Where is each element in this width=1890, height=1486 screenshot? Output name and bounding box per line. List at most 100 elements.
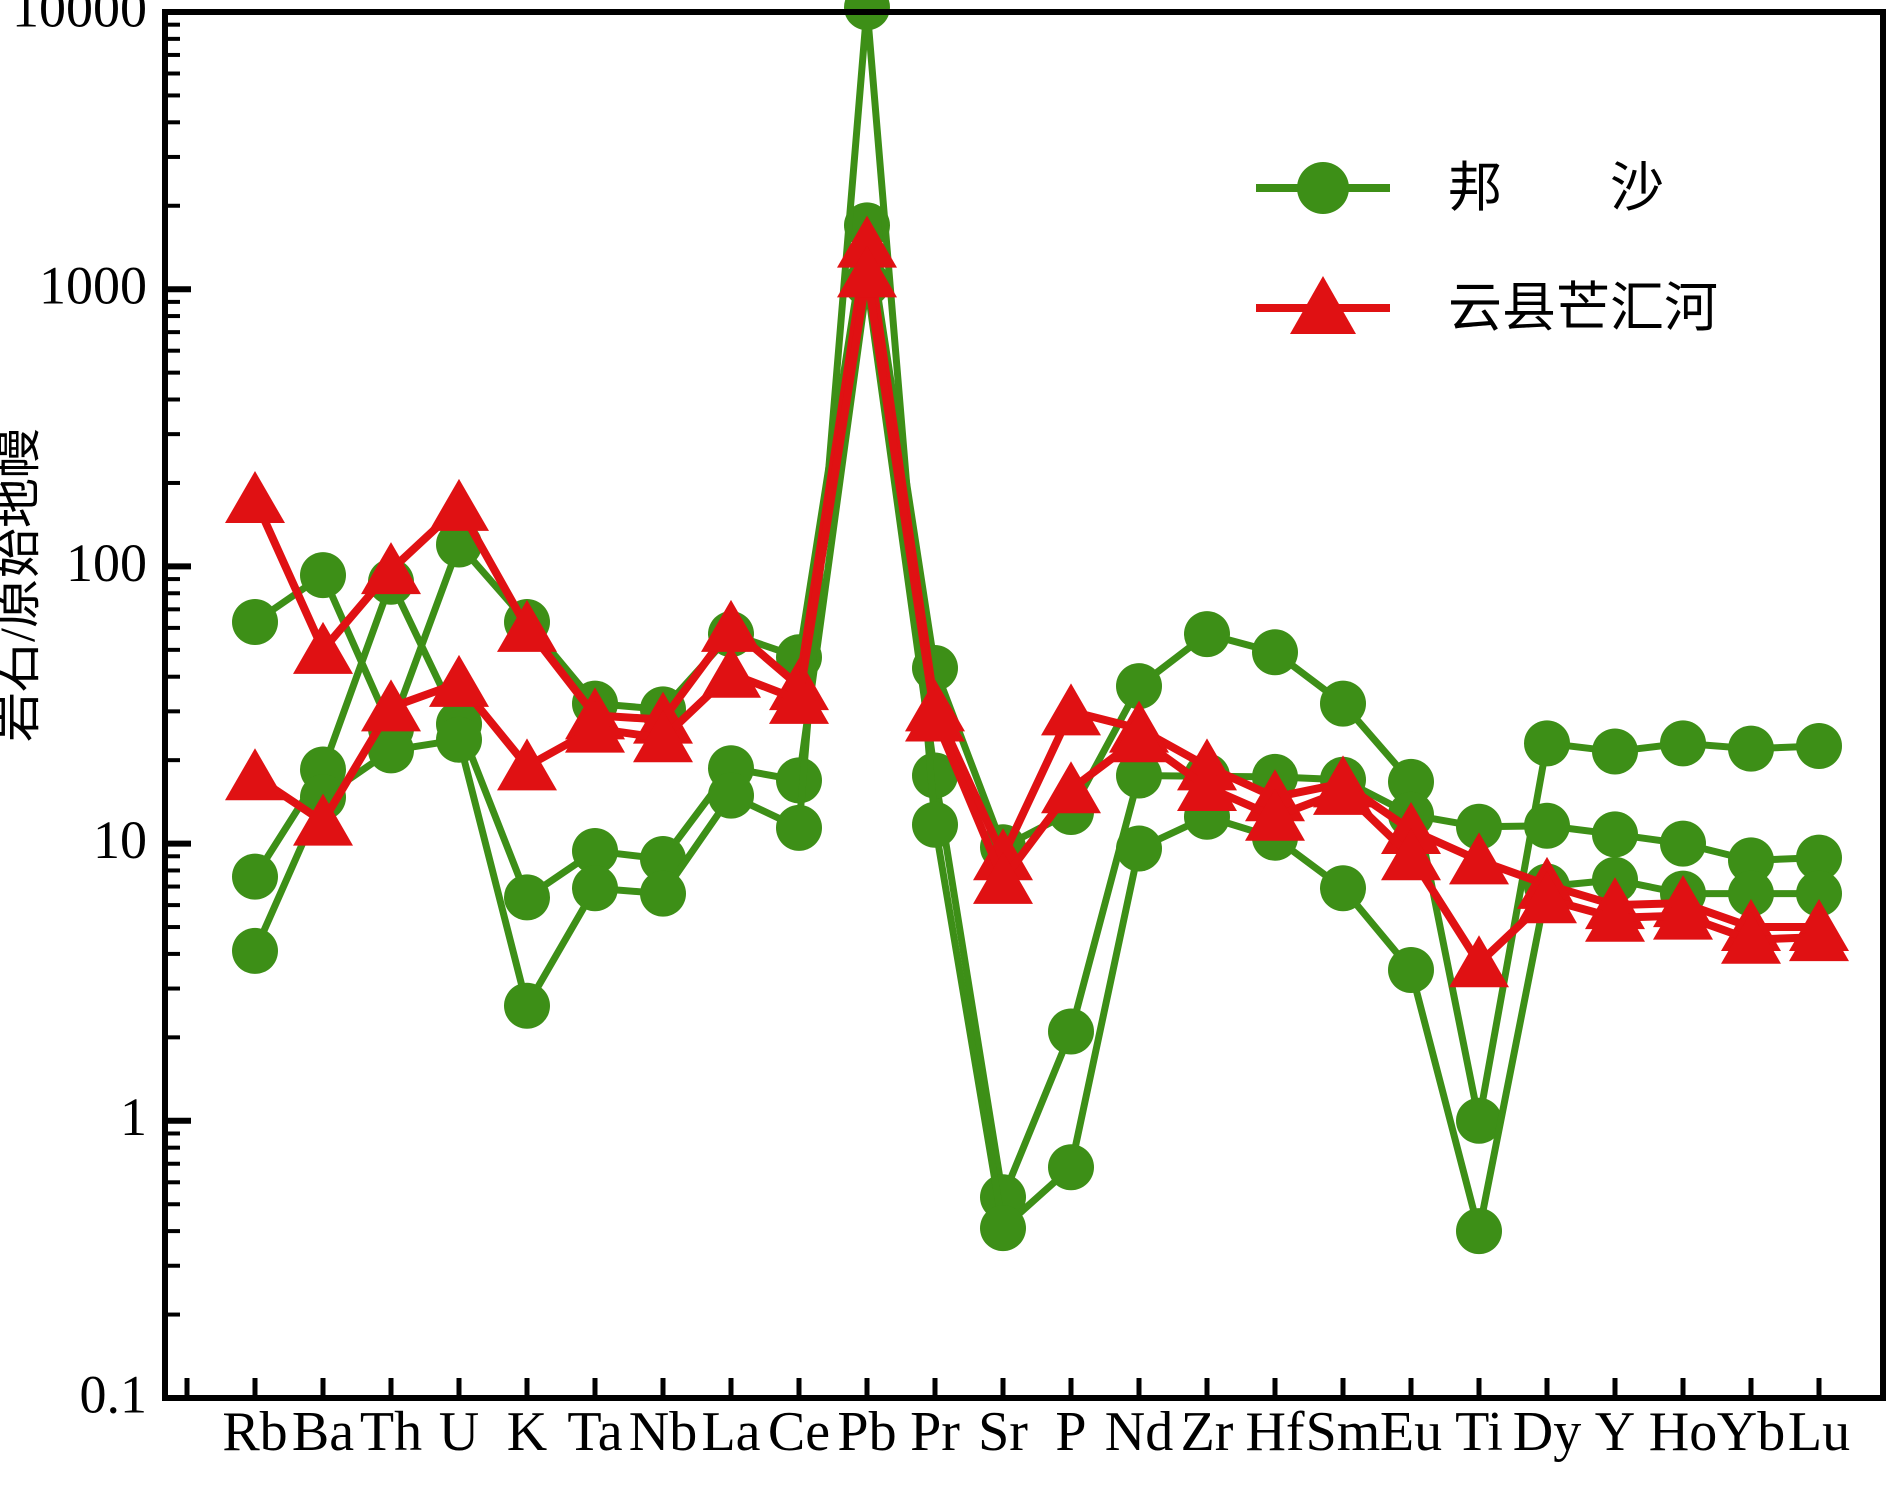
data-point-circle-邦沙-2-Nb: [640, 835, 686, 882]
data-point-circle-邦沙-3-K: [504, 982, 550, 1029]
x-tick-label: Yb: [1717, 1401, 1785, 1463]
data-point-circle-邦沙-2-Y: [1592, 811, 1638, 858]
legend-label: 邦 沙: [1448, 158, 1664, 218]
y-tick-label: 10: [93, 810, 147, 870]
data-point-triangle-云县芒汇河-2-Sr: [973, 851, 1033, 904]
data-point-triangle-云县芒汇河-2-Ta: [565, 700, 625, 753]
data-point-triangle-云县芒汇河-2-Ba: [293, 793, 353, 846]
data-point-triangle-云县芒汇河-2-Lu: [1789, 909, 1849, 962]
data-point-triangle-云县芒汇河-2-K: [497, 738, 557, 791]
data-point-circle-邦沙-1-Rb: [232, 599, 278, 646]
data-point-triangle-云县芒汇河-2-Pr: [905, 689, 965, 742]
data-point-circle-邦沙-2-Dy: [1524, 802, 1570, 849]
x-tick-label: Hf: [1245, 1401, 1304, 1463]
x-tick-label: Lu: [1788, 1401, 1850, 1463]
x-tick-label: U: [439, 1401, 479, 1463]
x-tick-label: Y: [1595, 1401, 1635, 1463]
x-tick-label: Dy: [1513, 1401, 1581, 1463]
data-point-triangle-云县芒汇河-2-Nd: [1109, 710, 1169, 763]
data-point-triangle-云县芒汇河-2-Hf: [1245, 788, 1305, 841]
series-line-邦沙-1: [253, 221, 1820, 1125]
x-tick-label: K: [507, 1401, 547, 1463]
data-point-circle-邦沙-3-Yb: [1728, 870, 1774, 917]
data-point-triangle-云县芒汇河-2-Ho: [1653, 887, 1713, 940]
data-point-circle-邦沙-1-Ti: [1456, 1097, 1502, 1144]
x-tick-label: Zr: [1181, 1401, 1234, 1463]
data-point-circle-邦沙-1-Sm: [1320, 680, 1366, 727]
data-point-circle-邦沙-2-K: [504, 874, 550, 921]
data-point-circle-邦沙-1-Yb: [1728, 725, 1774, 772]
data-point-triangle-云县芒汇河-2-Eu: [1381, 828, 1441, 881]
data-point-circle-邦沙-3-Ce: [776, 804, 822, 851]
data-point-circle-邦沙-3-Pb: [844, 0, 890, 31]
data-point-circle-邦沙-3-Ti: [1456, 1208, 1502, 1255]
data-point-triangle-云县芒汇河-1-U: [429, 478, 489, 531]
x-tick-label: Pr: [910, 1401, 960, 1463]
x-tick-label: Eu: [1380, 1401, 1442, 1463]
y-tick-label: 100: [66, 533, 147, 593]
data-point-triangle-云县芒汇河-1-La: [701, 599, 761, 652]
data-point-triangle-云县芒汇河-2-Ti: [1449, 935, 1509, 988]
data-point-circle-邦沙-2-Lu: [1796, 834, 1842, 881]
data-point-circle-邦沙-2-Nd: [1116, 752, 1162, 799]
data-point-circle-邦沙-2-Ta: [572, 828, 618, 875]
series-line-邦沙-2: [252, 279, 1820, 1201]
data-point-circle-邦沙-2-Yb: [1728, 837, 1774, 884]
data-point-triangle-云县芒汇河-2-Ce: [769, 671, 829, 724]
x-tick-label: Ti: [1455, 1401, 1503, 1463]
x-tick-label: Nb: [629, 1401, 697, 1463]
y-tick-label: 1: [120, 1087, 147, 1147]
data-point-triangle-云县芒汇河-2-Nb: [633, 710, 693, 763]
legend-item-bangsha: 邦 沙: [1256, 158, 1664, 218]
data-point-circle-邦沙-1-Dy: [1524, 720, 1570, 767]
data-point-triangle-云县芒汇河-1-Ba: [293, 621, 353, 674]
data-point-triangle-云县芒汇河-1-K: [497, 599, 557, 652]
data-point-circle-邦沙-1-Lu: [1796, 722, 1842, 769]
data-point-circle-邦沙-2-Rb: [232, 853, 278, 900]
data-point-triangle-云县芒汇河-2-Pb: [837, 245, 897, 298]
data-point-circle-邦沙-3-Rb: [232, 927, 278, 974]
data-point-circle-邦沙-3-Sr: [980, 1205, 1026, 1252]
x-tick-label: Rb: [222, 1401, 287, 1463]
x-tick-label: Ba: [292, 1401, 354, 1463]
data-point-circle-邦沙-2-P: [1048, 1008, 1094, 1055]
data-point-triangle-云县芒汇河-2-Sm: [1313, 762, 1373, 815]
data-point-triangle-云县芒汇河-2-Th: [361, 679, 421, 732]
data-point-circle-邦沙-1-Eu: [1388, 758, 1434, 805]
data-point-circle-邦沙-3-P: [1048, 1144, 1094, 1191]
data-point-triangle-云县芒汇河-2-La: [701, 645, 761, 698]
x-tick-label: Ce: [768, 1401, 830, 1463]
legend-label: 云县芒汇河: [1448, 278, 1718, 338]
legend-marker-triangle-icon: [1290, 276, 1356, 334]
y-axis-title: 岩石/原始地幔: [0, 428, 45, 742]
plot-frame: [162, 9, 1886, 1401]
data-point-circle-邦沙-3-Eu: [1388, 946, 1434, 993]
data-point-circle-邦沙-3-Nb: [640, 870, 686, 917]
y-tick-label: 10000: [12, 0, 147, 38]
series-line-云县芒汇河-1: [251, 239, 1819, 932]
data-point-triangle-云县芒汇河-1-Th: [361, 542, 421, 595]
x-tick-label: Th: [360, 1401, 422, 1463]
data-point-triangle-云县芒汇河-1-Pb: [837, 215, 897, 268]
x-tick-label: La: [701, 1401, 760, 1463]
data-point-circle-邦沙-3-U: [436, 716, 482, 763]
data-point-triangle-云县芒汇河-2-Rb: [225, 748, 285, 801]
data-point-circle-邦沙-3-Th: [368, 727, 414, 774]
data-point-circle-邦沙-1-Y: [1592, 728, 1638, 775]
x-tick-label: P: [1055, 1401, 1086, 1463]
legend-marker-circle-icon: [1297, 162, 1349, 214]
legend-item-yunxian-manghuihe: 云县芒汇河: [1256, 276, 1718, 338]
x-tick-label: Sr: [978, 1401, 1028, 1463]
data-point-circle-邦沙-2-Pr: [912, 752, 958, 799]
data-point-circle-邦沙-1-Ba: [300, 552, 346, 599]
x-tick-label: Pb: [837, 1401, 896, 1463]
x-tick-label: Sm: [1306, 1401, 1381, 1463]
y-tick-label: 1000: [39, 256, 147, 316]
data-point-circle-邦沙-1-Hf: [1252, 629, 1298, 676]
data-point-triangle-云县芒汇河-2-Dy: [1517, 871, 1577, 924]
data-point-circle-邦沙-2-Ce: [776, 757, 822, 804]
data-point-circle-邦沙-3-Pr: [912, 801, 958, 848]
data-point-triangle-云县芒汇河-2-Zr: [1177, 759, 1237, 812]
data-point-triangle-云县芒汇河-1-P: [1041, 683, 1101, 736]
